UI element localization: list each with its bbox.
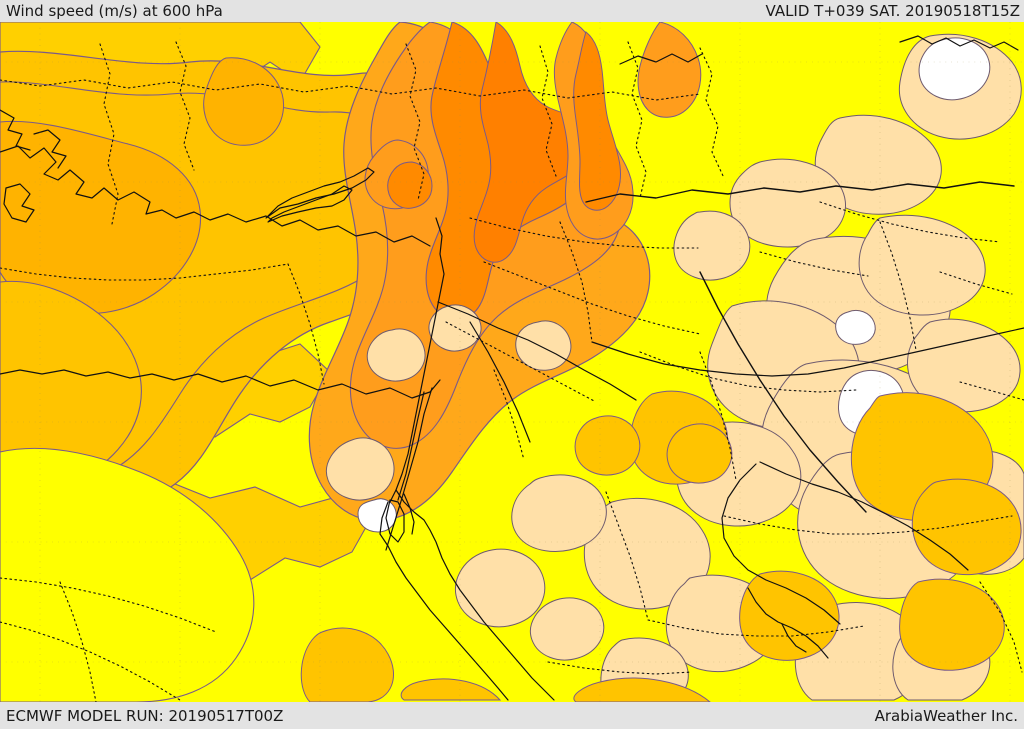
header-bar: Wind speed (m/s) at 600 hPa VALID T+039 … <box>0 0 1024 22</box>
footer-bar: ECMWF MODEL RUN: 20190517T00Z ArabiaWeat… <box>0 702 1024 729</box>
valid-time-label: VALID T+039 SAT. 20190518T15Z <box>765 2 1020 20</box>
contour-band-deep-orange-core <box>473 22 593 263</box>
contour-band-yellow-southwest <box>0 447 255 702</box>
contour-band-gold-east-group <box>300 390 1022 702</box>
provider-credit-label: ArabiaWeather Inc. <box>874 707 1018 725</box>
map-canvas <box>0 22 1024 702</box>
graticule-layer <box>0 22 1024 702</box>
wind-speed-contour-map[interactable] <box>0 22 1024 702</box>
page-title: Wind speed (m/s) at 600 hPa <box>6 2 223 20</box>
country-border-layer <box>0 41 1024 702</box>
contour-band-orange-cyprus-east-core <box>387 161 433 209</box>
contour-band-gold-nw-blob <box>203 57 285 146</box>
contour-band-orange-ne-1 <box>637 22 702 118</box>
coastline-layer <box>0 35 1024 701</box>
model-run-label: ECMWF MODEL RUN: 20190517T00Z <box>6 707 284 725</box>
